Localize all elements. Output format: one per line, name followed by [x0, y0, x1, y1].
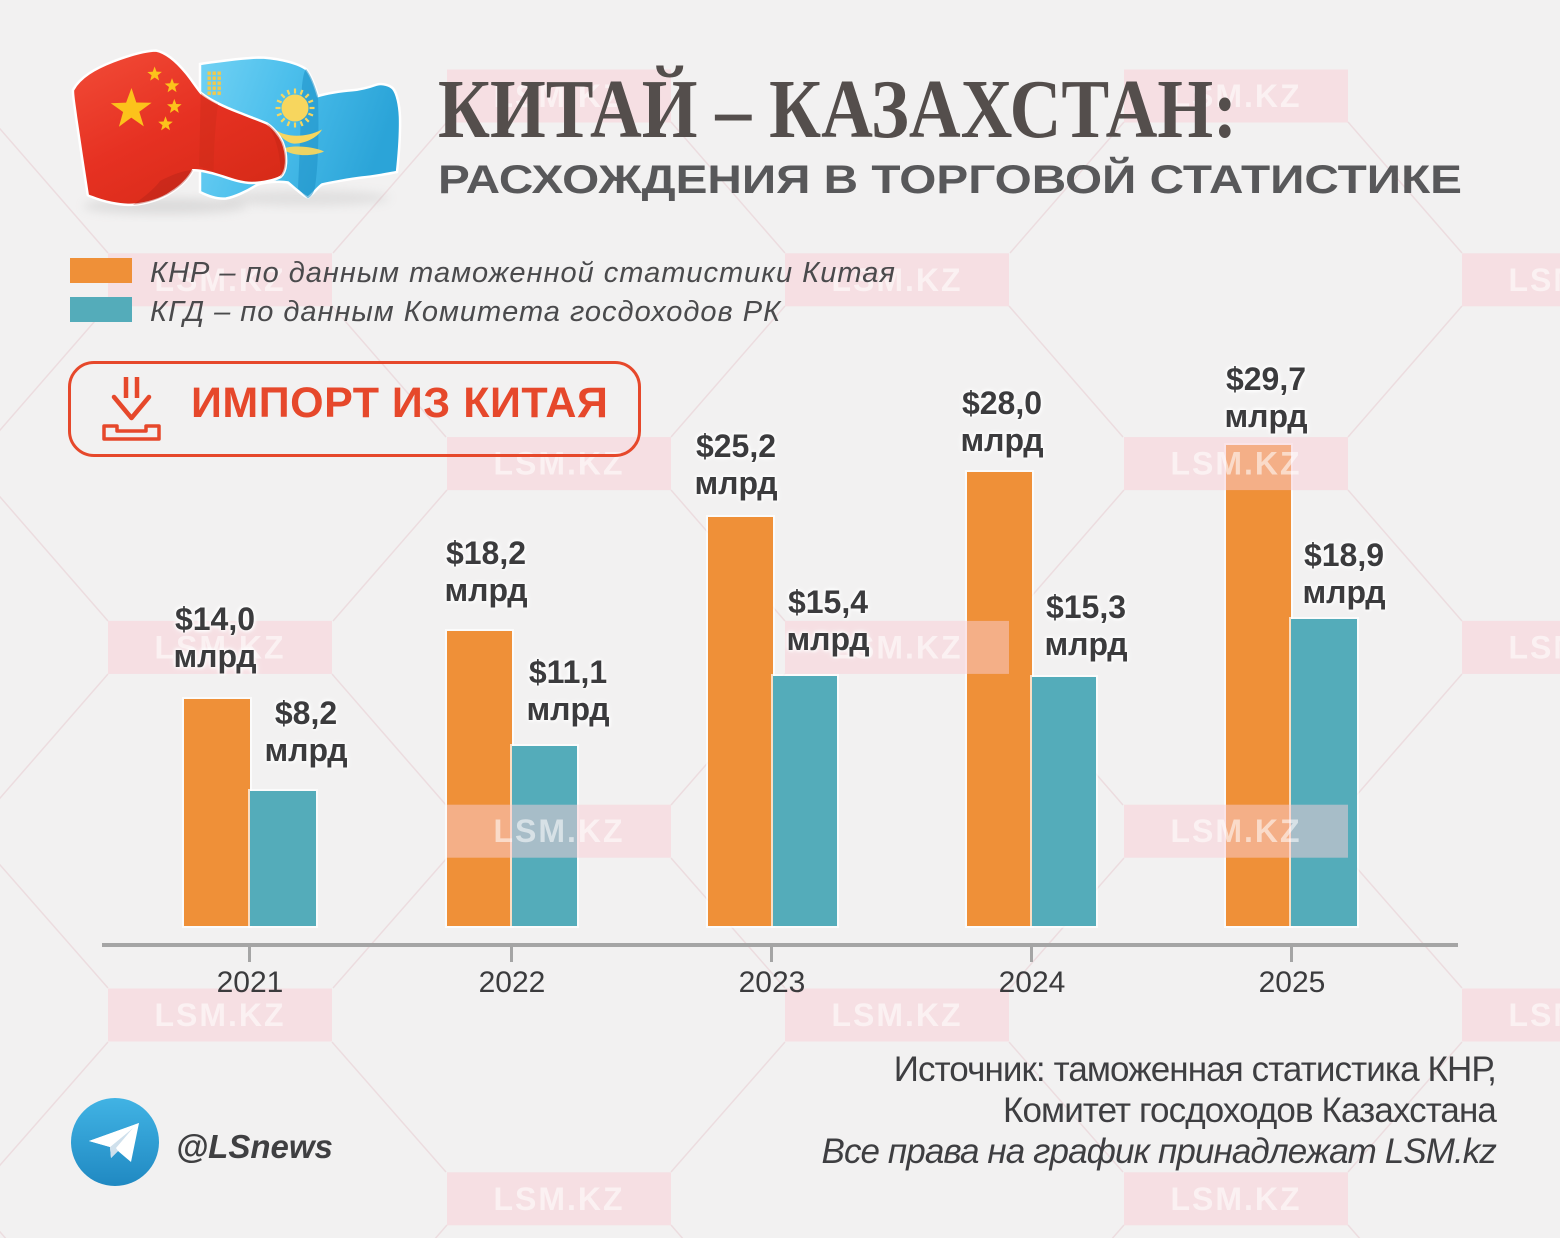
svg-text:LSM.KZ: LSM.KZ: [1170, 446, 1301, 482]
svg-text:LSM.KZ: LSM.KZ: [1170, 813, 1301, 849]
svg-text:LSM.KZ: LSM.KZ: [1508, 629, 1560, 665]
svg-text:LSM.KZ: LSM.KZ: [154, 997, 285, 1033]
svg-text:LSM.KZ: LSM.KZ: [831, 262, 962, 298]
svg-text:LSM.KZ: LSM.KZ: [154, 262, 285, 298]
svg-text:LSM.KZ: LSM.KZ: [831, 629, 962, 665]
svg-text:LSM.KZ: LSM.KZ: [493, 446, 624, 482]
svg-text:КИТАЙ – КАЗАХСТАН:: КИТАЙ – КАЗАХСТАН:: [438, 63, 1237, 156]
svg-text:LSM.KZ: LSM.KZ: [1508, 262, 1560, 298]
svg-text:РАСХОЖДЕНИЯ В ТОРГОВОЙ СТАТИСТ: РАСХОЖДЕНИЯ В ТОРГОВОЙ СТАТИСТИКЕ: [438, 156, 1462, 202]
svg-text:LSM.KZ: LSM.KZ: [1508, 997, 1560, 1033]
svg-text:LSM.KZ: LSM.KZ: [831, 997, 962, 1033]
svg-text:LSM.KZ: LSM.KZ: [1170, 1181, 1301, 1217]
svg-text:LSM.KZ: LSM.KZ: [493, 1181, 624, 1217]
svg-text:LSM.KZ: LSM.KZ: [493, 78, 624, 114]
svg-text:LSM.KZ: LSM.KZ: [493, 813, 624, 849]
svg-text:LSM.KZ: LSM.KZ: [154, 629, 285, 665]
svg-text:LSM.KZ: LSM.KZ: [1170, 78, 1301, 114]
